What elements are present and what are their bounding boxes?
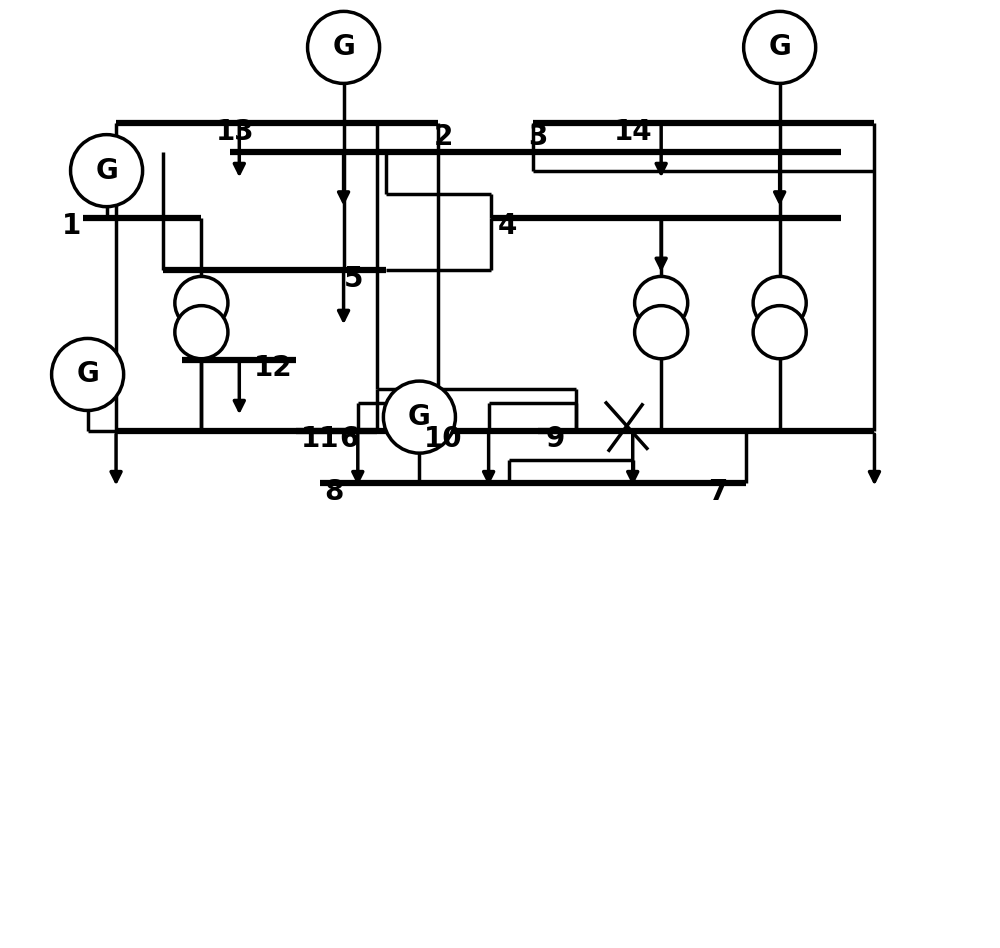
Circle shape — [71, 135, 143, 207]
Text: 9: 9 — [546, 425, 565, 453]
Text: 6: 6 — [339, 425, 358, 453]
Circle shape — [635, 277, 688, 330]
Circle shape — [175, 277, 228, 330]
Text: 2: 2 — [434, 122, 453, 151]
Text: 1: 1 — [62, 211, 81, 240]
Text: G: G — [332, 33, 355, 62]
Circle shape — [52, 338, 124, 410]
Text: 13: 13 — [216, 118, 254, 146]
Text: 10: 10 — [424, 425, 463, 453]
Text: G: G — [768, 33, 791, 62]
Text: 14: 14 — [614, 118, 652, 146]
Text: G: G — [408, 403, 431, 431]
Text: 4: 4 — [498, 211, 517, 240]
Circle shape — [635, 305, 688, 358]
Text: 11: 11 — [301, 425, 339, 453]
Circle shape — [753, 305, 806, 358]
Circle shape — [753, 277, 806, 330]
Circle shape — [383, 381, 455, 453]
Text: G: G — [76, 360, 99, 389]
Circle shape — [175, 305, 228, 358]
Circle shape — [744, 11, 816, 83]
Text: 5: 5 — [344, 264, 363, 293]
Text: 12: 12 — [254, 354, 292, 382]
Text: G: G — [95, 156, 118, 185]
Text: 7: 7 — [709, 478, 728, 506]
Text: 3: 3 — [528, 122, 548, 151]
Text: 8: 8 — [325, 478, 344, 506]
Circle shape — [308, 11, 380, 83]
